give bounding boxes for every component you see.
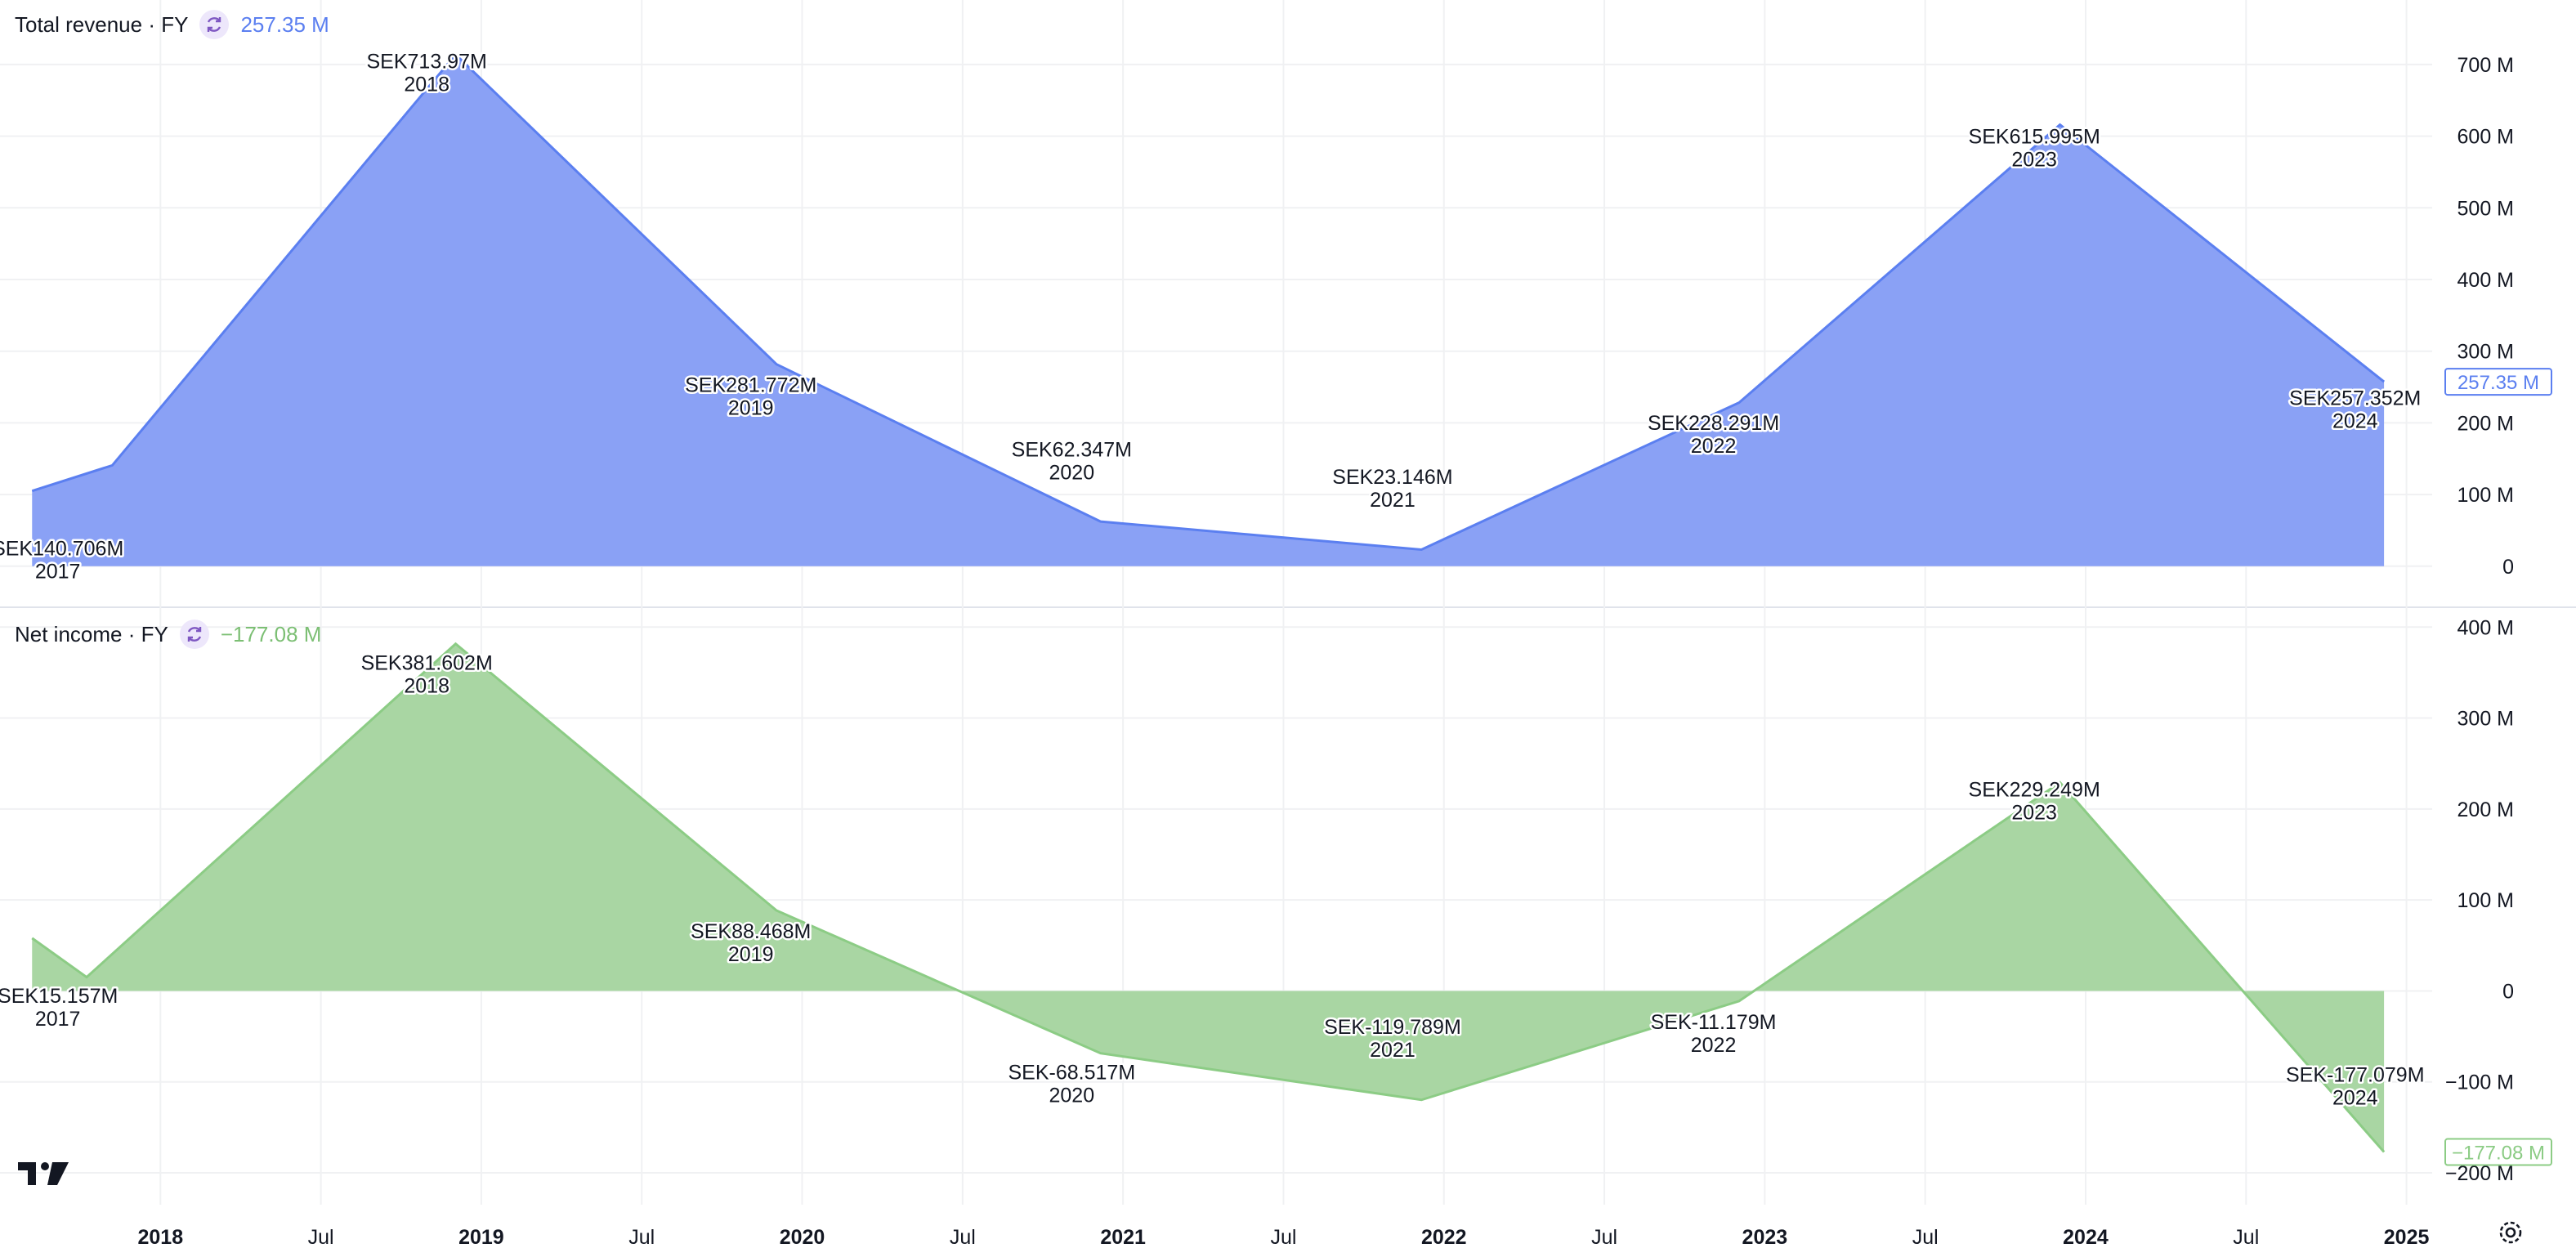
x-tick-label: Jul	[950, 1226, 976, 1249]
revenue-price-tag	[2444, 368, 2552, 396]
series-layer	[31, 52, 2386, 1153]
data-label-year: 2024	[2332, 1087, 2378, 1110]
data-label-year: 2021	[1370, 1039, 1415, 1062]
income-price-tag	[2444, 1138, 2552, 1166]
x-tick-label: Jul	[308, 1226, 334, 1249]
income-title: Net income · FY	[15, 621, 168, 646]
y-tick-label: 400 M	[2457, 616, 2514, 639]
data-label-value: SEK615.995M	[1969, 125, 2100, 148]
data-label-value: SEK281.772M	[685, 374, 816, 397]
x-tick-label: Jul	[1912, 1226, 1939, 1249]
data-label-value: SEK15.157M	[0, 985, 118, 1008]
revenue-title: Total revenue · FY	[15, 11, 189, 37]
x-tick-label: 2020	[780, 1226, 825, 1249]
revenue-price-tag-text: 257.35 M	[2457, 372, 2539, 394]
data-label-year: 2021	[1370, 489, 1415, 512]
x-tick-label: 2018	[137, 1226, 183, 1249]
refresh-icon[interactable]	[199, 10, 230, 39]
data-label-value: SEK140.706M	[0, 538, 123, 561]
tradingview-logo-icon[interactable]	[18, 1159, 70, 1192]
data-label-year: 2020	[1049, 462, 1095, 485]
y-tick-label: 300 M	[2457, 341, 2514, 364]
data-label-year: 2018	[404, 675, 449, 698]
x-tick-label: Jul	[1591, 1226, 1617, 1249]
x-tick-label: 2022	[1421, 1226, 1467, 1249]
y-tick-label: 700 M	[2457, 54, 2514, 77]
data-label-year: 2017	[35, 1008, 81, 1031]
x-tick-label: 2025	[2384, 1226, 2430, 1249]
data-label-layer: SEK140.706M2017SEK713.97M2018SEK281.772M…	[0, 48, 2426, 1112]
data-label-value: SEK-68.517M	[1008, 1061, 1136, 1084]
y-tick-label: 100 M	[2457, 889, 2514, 912]
data-label-year: 2019	[728, 397, 774, 420]
refresh-icon[interactable]	[179, 620, 209, 649]
area-fill	[32, 643, 2385, 1152]
x-tick-label: 2023	[1742, 1226, 1788, 1249]
data-label-value: SEK62.347M	[1012, 439, 1132, 462]
data-label-value: SEK-119.789M	[1324, 1016, 1461, 1039]
axis-layer: 0 100 M 200 M 300 M 400 M 500 M 600 M 700 M 257.…	[137, 54, 2552, 1249]
data-label-year: 2023	[2011, 148, 2057, 171]
area-fill	[32, 54, 2385, 566]
data-label-value: SEK257.352M	[2289, 387, 2421, 409]
gear-icon[interactable]	[2496, 1218, 2525, 1251]
y-tick-label: 200 M	[2457, 412, 2514, 435]
data-label-value: SEK23.146M	[1332, 466, 1452, 489]
data-label-year: 2018	[404, 73, 449, 96]
data-label-year: 2019	[728, 943, 774, 966]
income-price-tag-text: −177.08 M	[2452, 1143, 2545, 1165]
y-tick-label: 300 M	[2457, 708, 2514, 731]
x-tick-label: 2019	[458, 1226, 504, 1249]
income-legend: Net income · FY −177.08 M	[15, 620, 321, 649]
y-tick-label: 200 M	[2457, 798, 2514, 821]
data-label-value: SEK88.468M	[691, 920, 811, 943]
x-tick-label: Jul	[628, 1226, 655, 1249]
y-tick-label: 0	[2502, 980, 2514, 1003]
data-label-value: SEK-11.179M	[1651, 1011, 1777, 1034]
y-tick-label: 0	[2502, 556, 2514, 579]
x-tick-label: 2024	[2063, 1226, 2109, 1249]
y-tick-label: 400 M	[2457, 269, 2514, 292]
data-label-year: 2020	[1049, 1084, 1095, 1107]
data-label-year: 2023	[2011, 801, 2057, 824]
x-tick-label: Jul	[2233, 1226, 2259, 1249]
data-label-year: 2024	[2332, 409, 2378, 432]
income-current-value: −177.08 M	[220, 621, 322, 646]
data-label-year: 2022	[1691, 435, 1737, 458]
x-tick-label: 2021	[1100, 1226, 1146, 1249]
data-label-year: 2017	[35, 561, 81, 584]
data-label-value: SEK229.249M	[1969, 778, 2100, 801]
x-tick-label: Jul	[1270, 1226, 1296, 1249]
y-tick-label: −200 M	[2445, 1162, 2514, 1185]
revenue-legend: Total revenue · FY 257.35 M	[15, 10, 329, 39]
data-label-value: SEK-177.079M	[2286, 1064, 2425, 1087]
y-tick-label: 600 M	[2457, 126, 2514, 149]
y-tick-label: 500 M	[2457, 197, 2514, 220]
data-label-value: SEK713.97M	[367, 50, 487, 73]
y-tick-label: 100 M	[2457, 484, 2514, 507]
data-label-year: 2022	[1691, 1034, 1737, 1057]
y-tick-label: −100 M	[2445, 1071, 2514, 1094]
revenue-current-value: 257.35 M	[240, 11, 329, 37]
data-label-value: SEK381.602M	[361, 652, 493, 675]
data-label-value: SEK228.291M	[1648, 412, 1779, 435]
